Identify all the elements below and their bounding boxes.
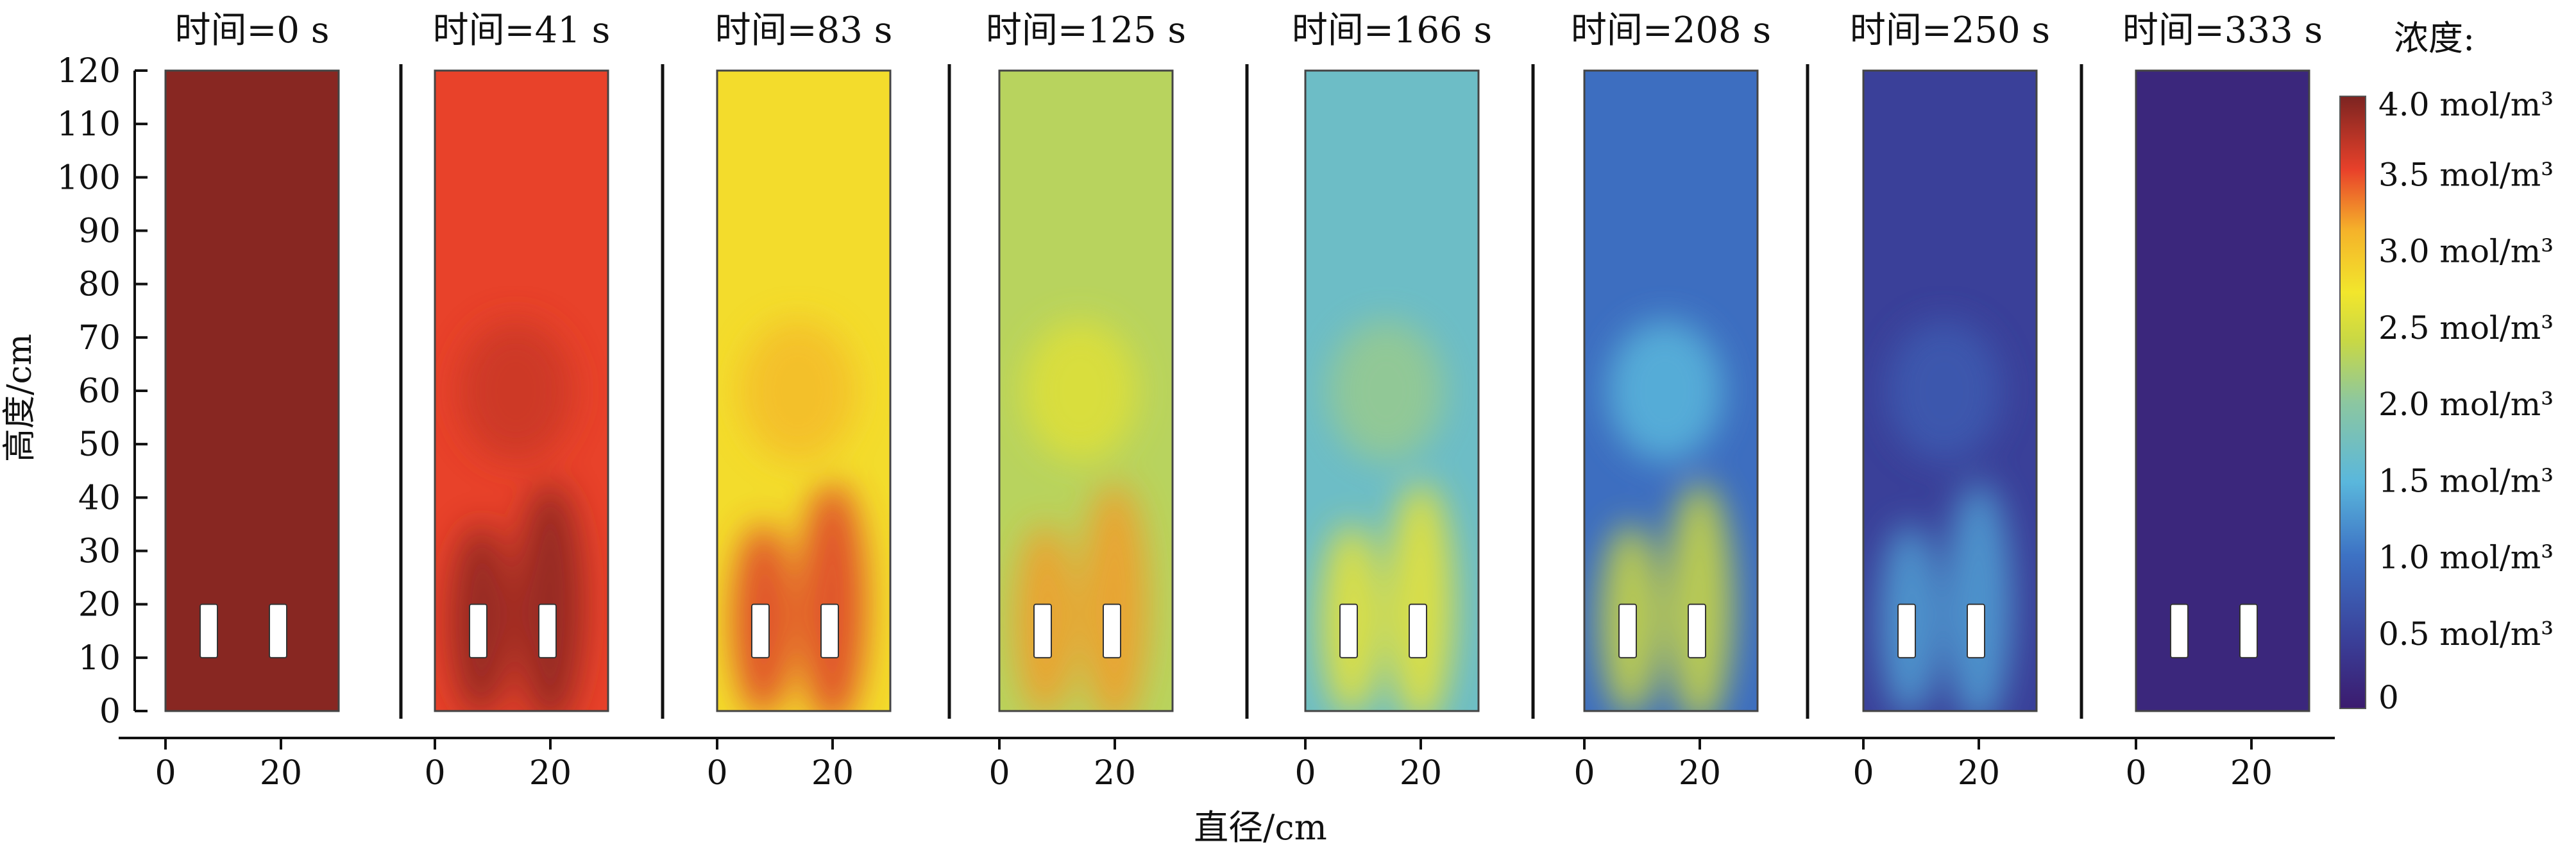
obstacle-rect bbox=[269, 603, 287, 658]
heatmap-panel: 时间=41 s bbox=[433, 10, 611, 712]
heatmap-panel: 时间=333 s bbox=[2123, 10, 2323, 712]
heatmap-panel: 时间=125 s bbox=[986, 10, 1186, 712]
y-tick-label: 110 bbox=[57, 105, 121, 144]
obstacle-rect bbox=[1339, 603, 1358, 658]
colorbar-tick-label: 0 bbox=[2378, 679, 2399, 716]
y-tick-label: 100 bbox=[57, 159, 121, 197]
panel-title: 时间=0 s bbox=[174, 10, 329, 51]
obstacle-rect bbox=[1409, 603, 1427, 658]
x-tick-label: 20 bbox=[1958, 754, 2000, 793]
heatmap-panel: 时间=83 s bbox=[715, 10, 893, 712]
colorbar-tick-label: 3.0 mol/m³ bbox=[2378, 233, 2554, 270]
heatmap-panel: 时间=0 s bbox=[164, 10, 340, 712]
colorbar-tick-label: 1.5 mol/m³ bbox=[2378, 462, 2554, 499]
y-tick-label: 120 bbox=[57, 52, 121, 90]
x-tick-label: 20 bbox=[529, 754, 572, 793]
obstacle-rect bbox=[1103, 603, 1121, 658]
panel-border bbox=[164, 69, 340, 712]
colorbar: 浓度: 0 0.5 mol/m³ 1.0 mol/m³ 1.5 mol/m³ 2.0 m… bbox=[2339, 18, 2554, 716]
obstacle-rect bbox=[1033, 603, 1052, 658]
panel-separators bbox=[399, 64, 2083, 719]
y-axis-title: 高度/cm bbox=[1, 334, 39, 462]
concentration-field bbox=[165, 71, 339, 711]
concentration-plume bbox=[450, 320, 584, 711]
panel-border bbox=[1583, 69, 1759, 712]
y-tick-label: 70 bbox=[78, 319, 121, 357]
obstacle-rect bbox=[751, 603, 770, 658]
x-tick-label: 20 bbox=[811, 754, 854, 793]
colorbar-tick-label: 2.5 mol/m³ bbox=[2378, 309, 2554, 347]
panel-border bbox=[2135, 69, 2310, 712]
obstacle-rect bbox=[538, 603, 557, 658]
y-tick-label: 30 bbox=[78, 533, 121, 571]
x-tick-label: 0 bbox=[1294, 754, 1316, 793]
heatmap-panel: 时间=250 s bbox=[1850, 10, 2050, 712]
obstacle-rect bbox=[1688, 603, 1706, 658]
panel-border bbox=[1304, 69, 1480, 712]
y-tick-label: 60 bbox=[78, 372, 121, 411]
concentration-field bbox=[2136, 71, 2309, 711]
obstacle-rect bbox=[820, 603, 839, 658]
obstacle-rect bbox=[2239, 603, 2258, 658]
colorbar-gradient bbox=[2339, 96, 2366, 709]
colorbar-title: 浓度: bbox=[2394, 18, 2475, 58]
x-tick-label: 20 bbox=[2230, 754, 2273, 793]
colorbar-tick-label: 1.0 mol/m³ bbox=[2378, 539, 2554, 576]
obstacle-rect bbox=[2170, 603, 2189, 658]
colorbar-tick-label: 2.0 mol/m³ bbox=[2378, 386, 2554, 423]
y-tick-label: 80 bbox=[78, 266, 121, 304]
y-ticks: 0 10 20 30 40 50 60 70 80 90 100 110 120 bbox=[57, 52, 148, 731]
x-tick-label: 20 bbox=[1400, 754, 1442, 793]
x-tick-label: 0 bbox=[988, 754, 1010, 793]
panel-title: 时间=333 s bbox=[2123, 10, 2323, 51]
panel-title: 时间=41 s bbox=[433, 10, 611, 51]
panel-border bbox=[434, 69, 609, 712]
colorbar-ticks: 0 0.5 mol/m³ 1.0 mol/m³ 1.5 mol/m³ 2.0 mol/m… bbox=[2378, 86, 2554, 716]
heatmap-panels: 时间=0 s 时间=41 s 时间=83 s 时间=125 s 时间=166 s 时间=2… bbox=[164, 10, 2323, 712]
x-tick-label: 20 bbox=[1094, 754, 1136, 793]
x-tick-label: 0 bbox=[155, 754, 176, 793]
panel-border bbox=[998, 69, 1174, 712]
heatmap-panel: 时间=208 s bbox=[1571, 10, 1771, 712]
obstacle-rect bbox=[1897, 603, 1916, 658]
y-tick-label: 40 bbox=[78, 479, 121, 517]
concentration-plume bbox=[1879, 320, 2012, 711]
panel-title: 时间=166 s bbox=[1292, 10, 1492, 51]
colorbar-tick-label: 3.5 mol/m³ bbox=[2378, 156, 2554, 193]
obstacle-rect bbox=[1967, 603, 1985, 658]
obstacle-rect bbox=[199, 603, 218, 658]
y-tick-label: 10 bbox=[78, 639, 121, 678]
obstacle-rect bbox=[1618, 603, 1637, 658]
panel-title: 时间=250 s bbox=[1850, 10, 2050, 51]
x-tick-label: 0 bbox=[2125, 754, 2146, 793]
x-ticks: 0 20 0 20 0 20 0 20 0 20 0 20 0 20 0 20 bbox=[155, 738, 2273, 793]
x-tick-label: 20 bbox=[260, 754, 302, 793]
y-tick-label: 90 bbox=[78, 212, 121, 251]
y-tick-label: 0 bbox=[99, 692, 121, 731]
x-axis-title: 直径/cm bbox=[1194, 807, 1327, 848]
panel-title: 时间=83 s bbox=[715, 10, 893, 51]
x-tick-label: 0 bbox=[706, 754, 727, 793]
x-tick-label: 0 bbox=[424, 754, 445, 793]
x-tick-label: 0 bbox=[1852, 754, 1874, 793]
y-tick-label: 20 bbox=[78, 586, 121, 624]
panel-border bbox=[1862, 69, 2038, 712]
x-axis: 0 20 0 20 0 20 0 20 0 20 0 20 0 20 0 20 直径/cm bbox=[119, 737, 2335, 848]
colorbar-tick-label: 0.5 mol/m³ bbox=[2378, 615, 2554, 653]
y-axis: 0 10 20 30 40 50 60 70 80 90 100 110 120 高度/cm bbox=[1, 52, 148, 731]
panel-title: 时间=208 s bbox=[1571, 10, 1771, 51]
x-tick-label: 20 bbox=[1679, 754, 1721, 793]
obstacle-rect bbox=[469, 603, 487, 658]
y-tick-label: 50 bbox=[78, 425, 121, 464]
colorbar-tick-label: 4.0 mol/m³ bbox=[2378, 86, 2554, 123]
heatmap-panel: 时间=166 s bbox=[1292, 10, 1492, 712]
panel-title: 时间=125 s bbox=[986, 10, 1186, 51]
panel-border bbox=[716, 69, 892, 712]
x-tick-label: 0 bbox=[1573, 754, 1595, 793]
